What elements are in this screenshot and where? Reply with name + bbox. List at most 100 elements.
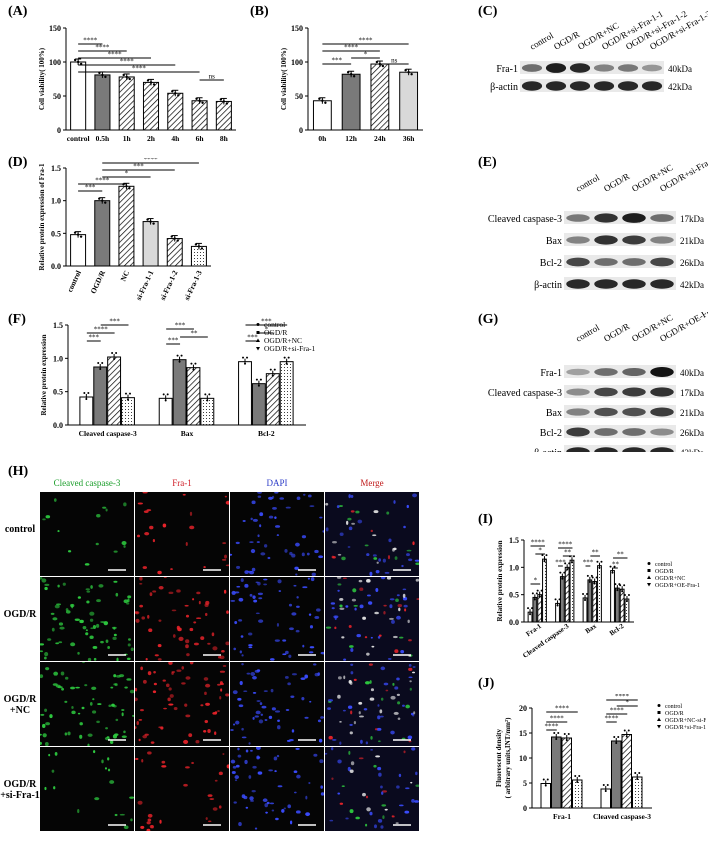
cell-spot [274, 770, 277, 773]
data-point [404, 69, 407, 72]
micrograph-image [40, 747, 134, 831]
cell-spot [204, 691, 207, 696]
significance-label: **** [531, 539, 546, 547]
cell-spot [301, 552, 305, 557]
data-point [623, 584, 626, 587]
data-point [621, 590, 624, 593]
cell-spot [274, 492, 279, 494]
bar [279, 361, 294, 426]
significance-label: ns [209, 73, 216, 81]
cell-spot [157, 570, 162, 575]
data-point [541, 554, 544, 557]
cell-spot [279, 497, 285, 500]
data-point [527, 607, 530, 610]
data-point [545, 554, 548, 557]
data-point [101, 199, 104, 202]
cell-spot [256, 541, 260, 543]
panel-label-g: (G) [478, 312, 499, 327]
blot-band [594, 447, 618, 452]
cell-spot [349, 769, 354, 773]
cell-spot [86, 590, 91, 593]
cell-spot [348, 526, 353, 531]
data-point [271, 374, 274, 377]
blot-strip [564, 255, 676, 268]
cell-spot [343, 675, 346, 680]
x-tick-label: 0.5h [96, 134, 110, 143]
cell-spot [237, 754, 242, 758]
bar [540, 783, 551, 809]
lane-label-group: control [528, 30, 556, 52]
cell-spot [350, 663, 354, 666]
cell-spot [395, 822, 399, 824]
cell-spot [189, 662, 194, 665]
cell-spot [242, 520, 246, 522]
cell-spot [77, 596, 81, 599]
cell-spot [286, 739, 291, 742]
blot-band [650, 387, 674, 397]
cell-spot [351, 598, 357, 602]
bar [619, 588, 625, 623]
y-axis-label: Relative protein expression [40, 334, 48, 415]
blot-band [593, 81, 615, 91]
cell-spot [258, 719, 264, 724]
data-point [255, 378, 258, 381]
cell-spot [139, 604, 144, 608]
blot-row-label: Bax [546, 236, 562, 247]
cell-spot [317, 719, 322, 723]
cell-spot [79, 734, 83, 739]
cell-spot [138, 718, 143, 721]
blot-strip [564, 365, 676, 378]
legend-marker [657, 704, 661, 707]
blot-band [622, 368, 646, 376]
legend-label: control [655, 562, 672, 568]
cell-spot [291, 673, 297, 676]
cell-spot [353, 678, 357, 681]
cell-spot [289, 820, 293, 825]
y-tick-label: 1.0 [53, 354, 63, 363]
bar [118, 185, 135, 267]
cell-spot [146, 509, 152, 512]
cell-spot [339, 802, 344, 805]
cell-spot [162, 679, 166, 682]
cell-spot [249, 570, 255, 575]
data-point [149, 81, 153, 84]
cell-spot [337, 676, 342, 680]
cell-spot [185, 676, 191, 680]
cell-spot [109, 780, 115, 784]
cell-spot [222, 542, 227, 545]
bar [215, 100, 232, 131]
blot-band [594, 407, 618, 417]
cell-spot [121, 541, 127, 546]
cell-spot [358, 701, 363, 705]
data-point [346, 71, 350, 74]
blot-band [622, 235, 646, 245]
cell-spot [238, 619, 243, 622]
data-point [99, 368, 102, 370]
cell-spot [130, 818, 133, 822]
panel-label-i: (I) [478, 512, 493, 527]
bar [312, 100, 332, 131]
x-tick-label: 4h [171, 134, 180, 143]
blot-band [566, 236, 590, 244]
cell-spot [65, 608, 69, 612]
chart-d-fra1-expression: 0.0 0.5 1.0 1.5 Relative protein expression … [38, 158, 211, 302]
cell-spot [250, 548, 256, 554]
cell-spot [135, 726, 137, 729]
data-point [113, 358, 116, 360]
cell-spot [406, 549, 412, 552]
data-point [567, 733, 570, 735]
cell-spot [79, 722, 83, 726]
significance-label: *** [583, 559, 594, 567]
cell-spot [52, 617, 58, 621]
data-point [557, 732, 560, 734]
blot-band [594, 213, 618, 223]
cell-spot [267, 556, 271, 560]
data-point [598, 566, 601, 569]
legend-label: OGD/R+si-Fra-1 [665, 725, 706, 731]
cell-spot [314, 672, 320, 677]
blot-size-label: 17kDa [680, 214, 704, 224]
cell-spot [308, 613, 312, 616]
cell-spot [257, 581, 261, 586]
data-point [574, 775, 577, 777]
micrograph-column-label: Fra-1 [172, 478, 192, 488]
